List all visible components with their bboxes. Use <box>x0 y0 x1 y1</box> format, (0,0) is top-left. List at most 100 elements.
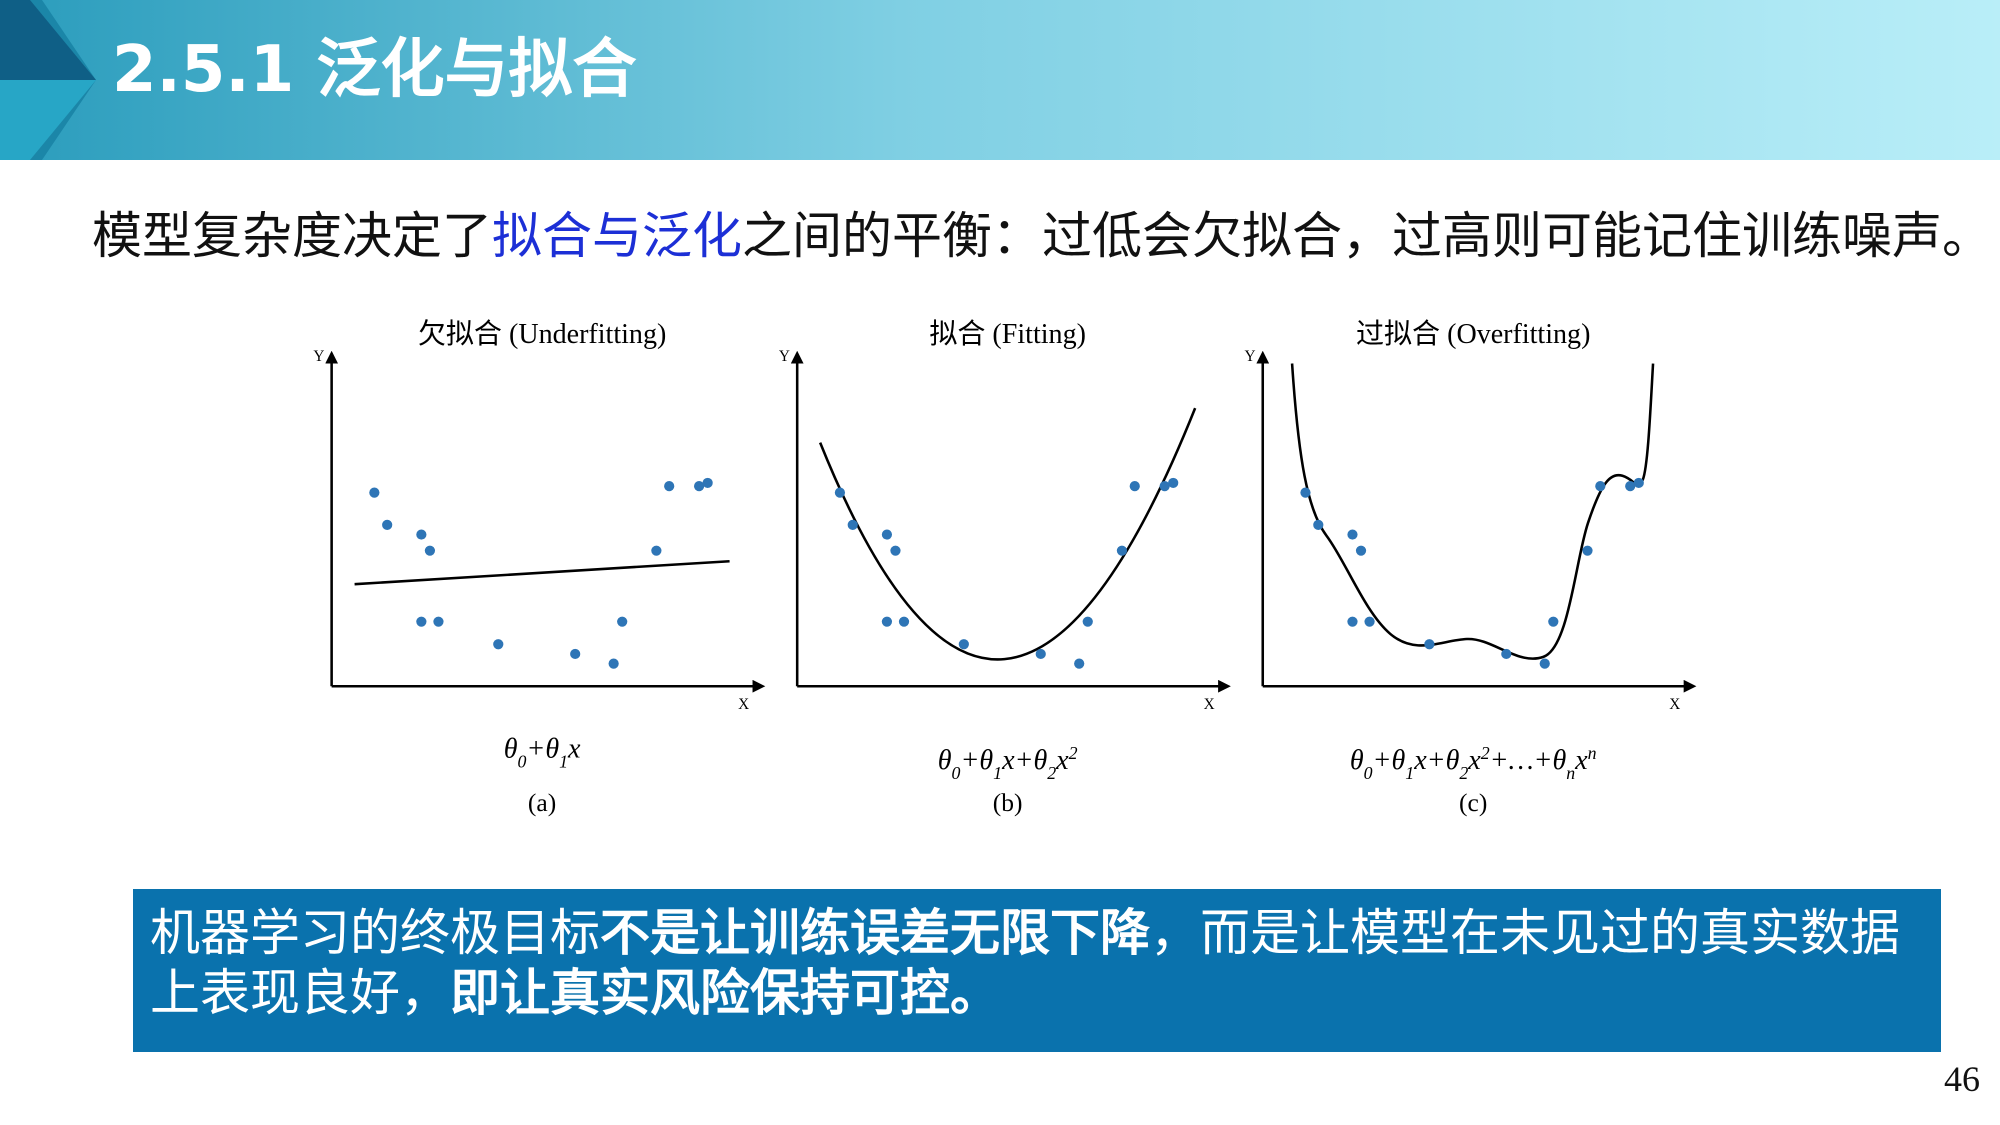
formula-sub: 0 <box>1364 763 1373 783</box>
fit-curve <box>818 407 1197 661</box>
formula-sub: 1 <box>559 752 568 772</box>
formula-part: θ <box>1033 745 1047 776</box>
formula-part: θ <box>1552 745 1566 776</box>
header-chevron <box>0 0 96 160</box>
formula-sub: 0 <box>952 763 961 783</box>
intro-before: 模型复杂度决定了 <box>92 207 492 265</box>
data-point <box>834 487 846 498</box>
formula-sub: 0 <box>517 752 526 772</box>
formula-part: θ <box>1391 745 1405 776</box>
fit-line <box>354 559 730 586</box>
data-point <box>1347 529 1358 540</box>
data-point <box>1159 481 1170 492</box>
data-point <box>1300 487 1311 498</box>
chart-title: 过拟合 (Overfitting) <box>1356 318 1590 350</box>
data-point <box>1595 481 1606 492</box>
formula-part: θ <box>545 734 559 765</box>
data-point <box>1313 519 1324 530</box>
formula-sup: n <box>1588 743 1597 763</box>
data-point <box>1347 616 1358 627</box>
data-point <box>617 616 628 627</box>
data-point <box>1035 648 1046 660</box>
plots: θ0+θ1x θ0+θ1x+θ2x2 θ0+θ1x+θ2x2+…+θnxn 欠拟… <box>313 318 1697 817</box>
data-point <box>1168 477 1179 489</box>
formula-part: + <box>960 745 979 776</box>
data-point <box>1582 545 1593 556</box>
formula-part: x <box>1413 745 1427 776</box>
formula-part: θ <box>979 745 993 776</box>
data-point <box>1129 481 1140 492</box>
header-band: 2.5.1 泛化与拟合 <box>0 0 2000 160</box>
data-point <box>1625 481 1636 492</box>
formula-part: + <box>1373 745 1392 776</box>
formula-part: x <box>1467 745 1481 776</box>
data-point <box>1364 616 1375 627</box>
chevron-bottom <box>0 80 96 160</box>
formula-part: x <box>567 734 581 765</box>
callout-text: 机器学习的终极目标 <box>150 904 600 962</box>
data-point <box>1548 616 1559 627</box>
data-point <box>1074 658 1085 669</box>
caption: (c) <box>1459 788 1487 817</box>
slide-title: 2.5.1 泛化与拟合 <box>112 33 637 107</box>
formula-part: + <box>526 734 545 765</box>
chevron-top <box>0 0 96 80</box>
data-point <box>898 616 910 627</box>
data-point <box>369 487 380 498</box>
formula-sub: n <box>1566 763 1575 783</box>
formula-sub: 1 <box>1405 763 1414 783</box>
formula-part: θ <box>938 745 952 776</box>
formula-part: θ <box>504 734 518 765</box>
data-point <box>416 616 427 627</box>
data-point <box>1082 616 1093 627</box>
intro-highlight: 拟合与泛化 <box>492 207 742 265</box>
data-point <box>1355 545 1367 556</box>
formula-part: θ <box>1350 745 1364 776</box>
y-axis-label: Y <box>1244 348 1255 365</box>
data-point <box>664 481 675 492</box>
data-point <box>416 529 427 540</box>
callout-emphasis: 不是让训练误差无限下降 <box>600 904 1150 962</box>
formula-sup: 2 <box>1481 743 1490 763</box>
data-point <box>608 658 619 669</box>
chart-title: 欠拟合 (Underfitting) <box>418 318 666 350</box>
data-point <box>433 616 444 627</box>
data-point <box>424 545 436 556</box>
data-point <box>1424 639 1435 650</box>
intro-after: 之间的平衡：过低会欠拟合，过高则可能记住训练噪声。 <box>742 207 1992 265</box>
formula: θ0+θ1x <box>504 734 581 772</box>
formula-sub: 2 <box>1459 763 1468 783</box>
data-point <box>890 545 901 556</box>
data-point <box>847 519 858 530</box>
data-point <box>1501 648 1512 660</box>
formulas: θ0+θ1x θ0+θ1x+θ2x2 θ0+θ1x+θ2x2+…+θnxn <box>504 734 1597 783</box>
data-point <box>702 477 713 489</box>
data-point <box>651 545 662 556</box>
formula-sub: 1 <box>993 763 1002 783</box>
formula: θ0+θ1x+θ2x2+…+θnxn <box>1350 743 1597 783</box>
data-point <box>881 529 893 540</box>
callout-text: ，而是让模型在未见过的真实数据上表现良好， <box>150 904 1900 1022</box>
intro-text: 模型复杂度决定了拟合与泛化之间的平衡：过低会欠拟合，过高则可能记住训练噪声。 <box>92 206 1992 266</box>
data-point <box>1116 545 1128 556</box>
data-point <box>881 616 893 627</box>
formula-sup: 2 <box>1069 743 1078 763</box>
formula: θ0+θ1x+θ2x2 <box>938 743 1078 783</box>
formula-part: x <box>1055 745 1069 776</box>
formula-part: + <box>1427 745 1446 776</box>
page-number: 46 <box>1944 1059 1980 1099</box>
y-axis-label: Y <box>779 348 790 365</box>
data-point <box>693 481 705 492</box>
data-point <box>958 639 969 650</box>
caption: (a) <box>528 788 556 817</box>
chart-title: 拟合 (Fitting) <box>929 318 1086 350</box>
data-point <box>570 648 581 660</box>
formula-part: x <box>1574 745 1588 776</box>
formula-part: θ <box>1446 745 1460 776</box>
formula-part: +…+ <box>1490 745 1553 776</box>
x-axis-label: X <box>1669 696 1680 713</box>
formula-part: x <box>1001 745 1015 776</box>
data-point <box>1539 658 1550 669</box>
callout-emphasis: 即让真实风险保持可控。 <box>450 964 1000 1022</box>
